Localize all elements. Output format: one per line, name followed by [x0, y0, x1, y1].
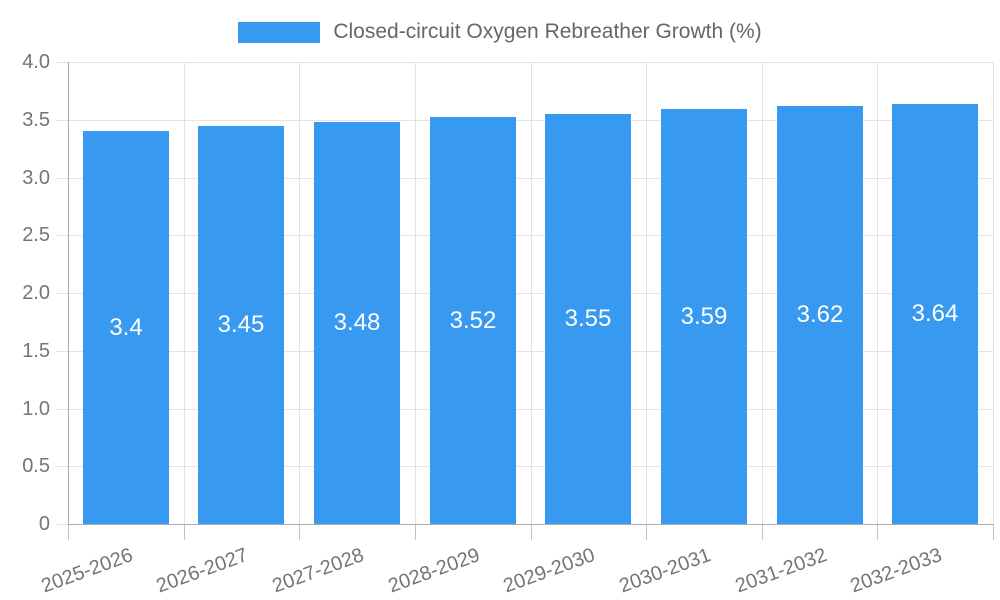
bar-value-label: 3.45 [217, 311, 265, 338]
x-tick-label: 2030-2031 [616, 544, 715, 598]
x-tick [184, 524, 185, 540]
y-tick-label: 1.5 [22, 340, 50, 362]
bar-value-label: 3.55 [564, 305, 612, 332]
x-tick-label: 2026-2027 [153, 544, 252, 598]
x-tick [415, 524, 416, 540]
y-gridline [56, 120, 994, 121]
y-gridline [56, 351, 994, 352]
legend-label: Closed-circuit Oxygen Rebreather Growth … [333, 20, 762, 43]
x-gridline [993, 62, 994, 524]
bar-value-label: 3.62 [796, 301, 844, 328]
bar[interactable] [545, 114, 631, 524]
y-axis-line [68, 62, 69, 524]
x-tick-label: 2031-2032 [732, 544, 831, 598]
y-gridline [56, 62, 994, 63]
y-tick-label: 3.5 [22, 109, 50, 131]
y-gridline [56, 235, 994, 236]
y-tick-label: 3.0 [22, 167, 50, 189]
x-axis-line [68, 524, 994, 525]
x-gridline [877, 62, 878, 524]
y-tick-label: 4.0 [22, 51, 50, 73]
x-gridline [415, 62, 416, 524]
y-gridline [56, 466, 994, 467]
bar-value-label: 3.59 [680, 303, 728, 330]
x-gridline [184, 62, 185, 524]
y-tick-label: 0.5 [22, 455, 50, 477]
x-gridline [646, 62, 647, 524]
y-gridline [56, 409, 994, 410]
bar[interactable] [430, 117, 516, 524]
bar-value-label: 3.64 [911, 300, 959, 327]
x-gridline [299, 62, 300, 524]
bar[interactable] [83, 131, 169, 524]
bar[interactable] [892, 104, 978, 524]
x-tick [646, 524, 647, 540]
x-tick [68, 524, 69, 540]
x-tick [762, 524, 763, 540]
y-tick-label: 2.0 [22, 282, 50, 304]
bar-value-label: 3.52 [449, 307, 497, 334]
x-gridline [762, 62, 763, 524]
legend-swatch [238, 21, 321, 43]
y-tick-label: 2.5 [22, 224, 50, 246]
x-tick [993, 524, 994, 540]
bar[interactable] [777, 106, 863, 524]
chart-legend[interactable]: Closed-circuit Oxygen Rebreather Growth … [0, 21, 1000, 43]
y-gridline [56, 293, 994, 294]
y-tick-label: 1.0 [22, 398, 50, 420]
bar[interactable] [198, 126, 284, 524]
x-tick-label: 2032-2033 [847, 544, 946, 598]
y-gridline [56, 178, 994, 179]
x-gridline [531, 62, 532, 524]
x-tick-label: 2025-2026 [38, 544, 137, 598]
x-tick [877, 524, 878, 540]
x-tick-label: 2029-2030 [500, 544, 599, 598]
bar[interactable] [314, 122, 400, 524]
x-tick [299, 524, 300, 540]
bar-value-label: 3.4 [109, 314, 143, 341]
bar-value-label: 3.48 [333, 309, 381, 336]
y-tick-label: 0 [38, 513, 50, 535]
x-tick-label: 2027-2028 [269, 544, 368, 598]
x-tick [531, 524, 532, 540]
bar[interactable] [661, 109, 747, 524]
x-tick-label: 2028-2029 [385, 544, 484, 598]
